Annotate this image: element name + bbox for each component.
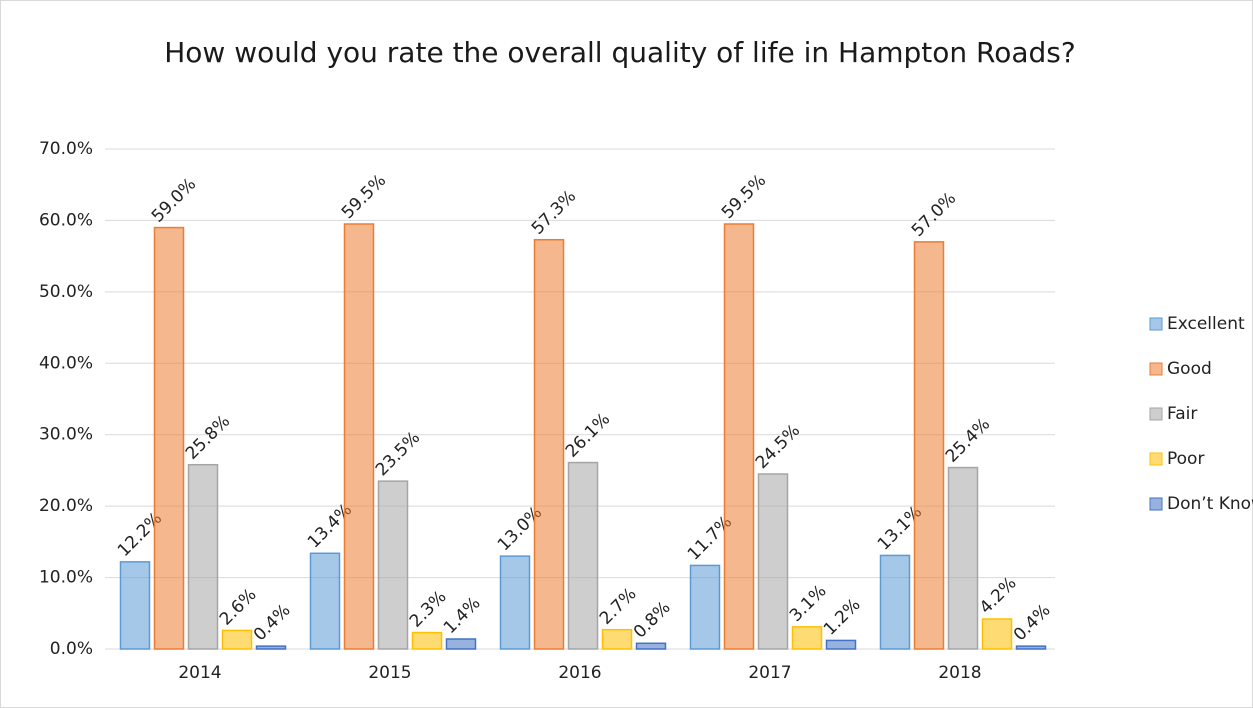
bar <box>377 480 409 650</box>
data-label: 57.3% <box>528 186 580 238</box>
bar <box>601 628 633 650</box>
bar <box>153 226 185 650</box>
x-tick-label: 2014 <box>178 663 221 683</box>
legend-swatch <box>1149 497 1163 511</box>
bar <box>255 645 287 650</box>
bar <box>981 618 1013 650</box>
data-label: 25.8% <box>182 411 234 463</box>
data-label: 4.2% <box>976 573 1021 618</box>
y-tick-label: 50.0% <box>39 282 93 302</box>
legend-label: Fair <box>1167 404 1197 424</box>
y-tick-label: 70.0% <box>39 139 93 159</box>
data-label: 2.7% <box>596 584 641 629</box>
bar <box>689 564 721 650</box>
legend-swatch <box>1149 452 1163 466</box>
y-tick-label: 10.0% <box>39 568 93 588</box>
legend-swatch <box>1149 407 1163 421</box>
y-tick-label: 20.0% <box>39 496 93 516</box>
y-tick-label: 40.0% <box>39 353 93 373</box>
data-label: 25.4% <box>942 414 994 466</box>
bar <box>221 629 253 650</box>
bar <box>411 631 443 650</box>
x-tick-label: 2015 <box>368 663 411 683</box>
x-tick-label: 2018 <box>938 663 981 683</box>
legend-swatch <box>1149 317 1163 331</box>
data-label: 57.0% <box>908 189 960 241</box>
bar <box>445 638 477 650</box>
legend-label: Excellent <box>1167 314 1245 334</box>
bar <box>499 555 531 650</box>
legend-label: Don’t Know <box>1167 494 1253 514</box>
bar <box>187 463 219 650</box>
legend-swatch <box>1149 362 1163 376</box>
data-label: 24.5% <box>752 421 804 473</box>
bar <box>791 626 823 650</box>
bar <box>1015 645 1047 650</box>
bar <box>723 223 755 650</box>
y-tick-label: 60.0% <box>39 210 93 230</box>
data-label: 0.4% <box>1010 601 1055 646</box>
bar <box>567 461 599 650</box>
bar <box>309 552 341 650</box>
data-label: 59.0% <box>148 174 200 226</box>
bar <box>947 466 979 650</box>
data-label: 2.6% <box>216 585 261 630</box>
bar <box>913 241 945 650</box>
bar <box>635 642 667 650</box>
data-label: 0.8% <box>630 598 675 643</box>
data-label: 59.5% <box>338 171 390 223</box>
data-label: 23.5% <box>372 428 424 480</box>
legend-label: Good <box>1167 359 1212 379</box>
y-tick-label: 0.0% <box>50 639 93 659</box>
data-label: 0.4% <box>250 601 295 646</box>
data-label: 3.1% <box>786 581 831 626</box>
data-label: 26.1% <box>562 409 614 461</box>
chart-title: How would you rate the overall quality o… <box>164 36 1076 69</box>
y-tick-label: 30.0% <box>39 425 93 445</box>
x-tick-label: 2016 <box>558 663 601 683</box>
bar <box>757 473 789 650</box>
bar <box>879 554 911 650</box>
x-tick-label: 2017 <box>748 663 791 683</box>
data-label: 1.2% <box>820 595 865 640</box>
bar <box>343 223 375 650</box>
data-label: 59.5% <box>718 171 770 223</box>
bar <box>119 561 151 650</box>
bar <box>533 238 565 650</box>
legend-label: Poor <box>1167 449 1204 469</box>
bar <box>825 639 857 650</box>
